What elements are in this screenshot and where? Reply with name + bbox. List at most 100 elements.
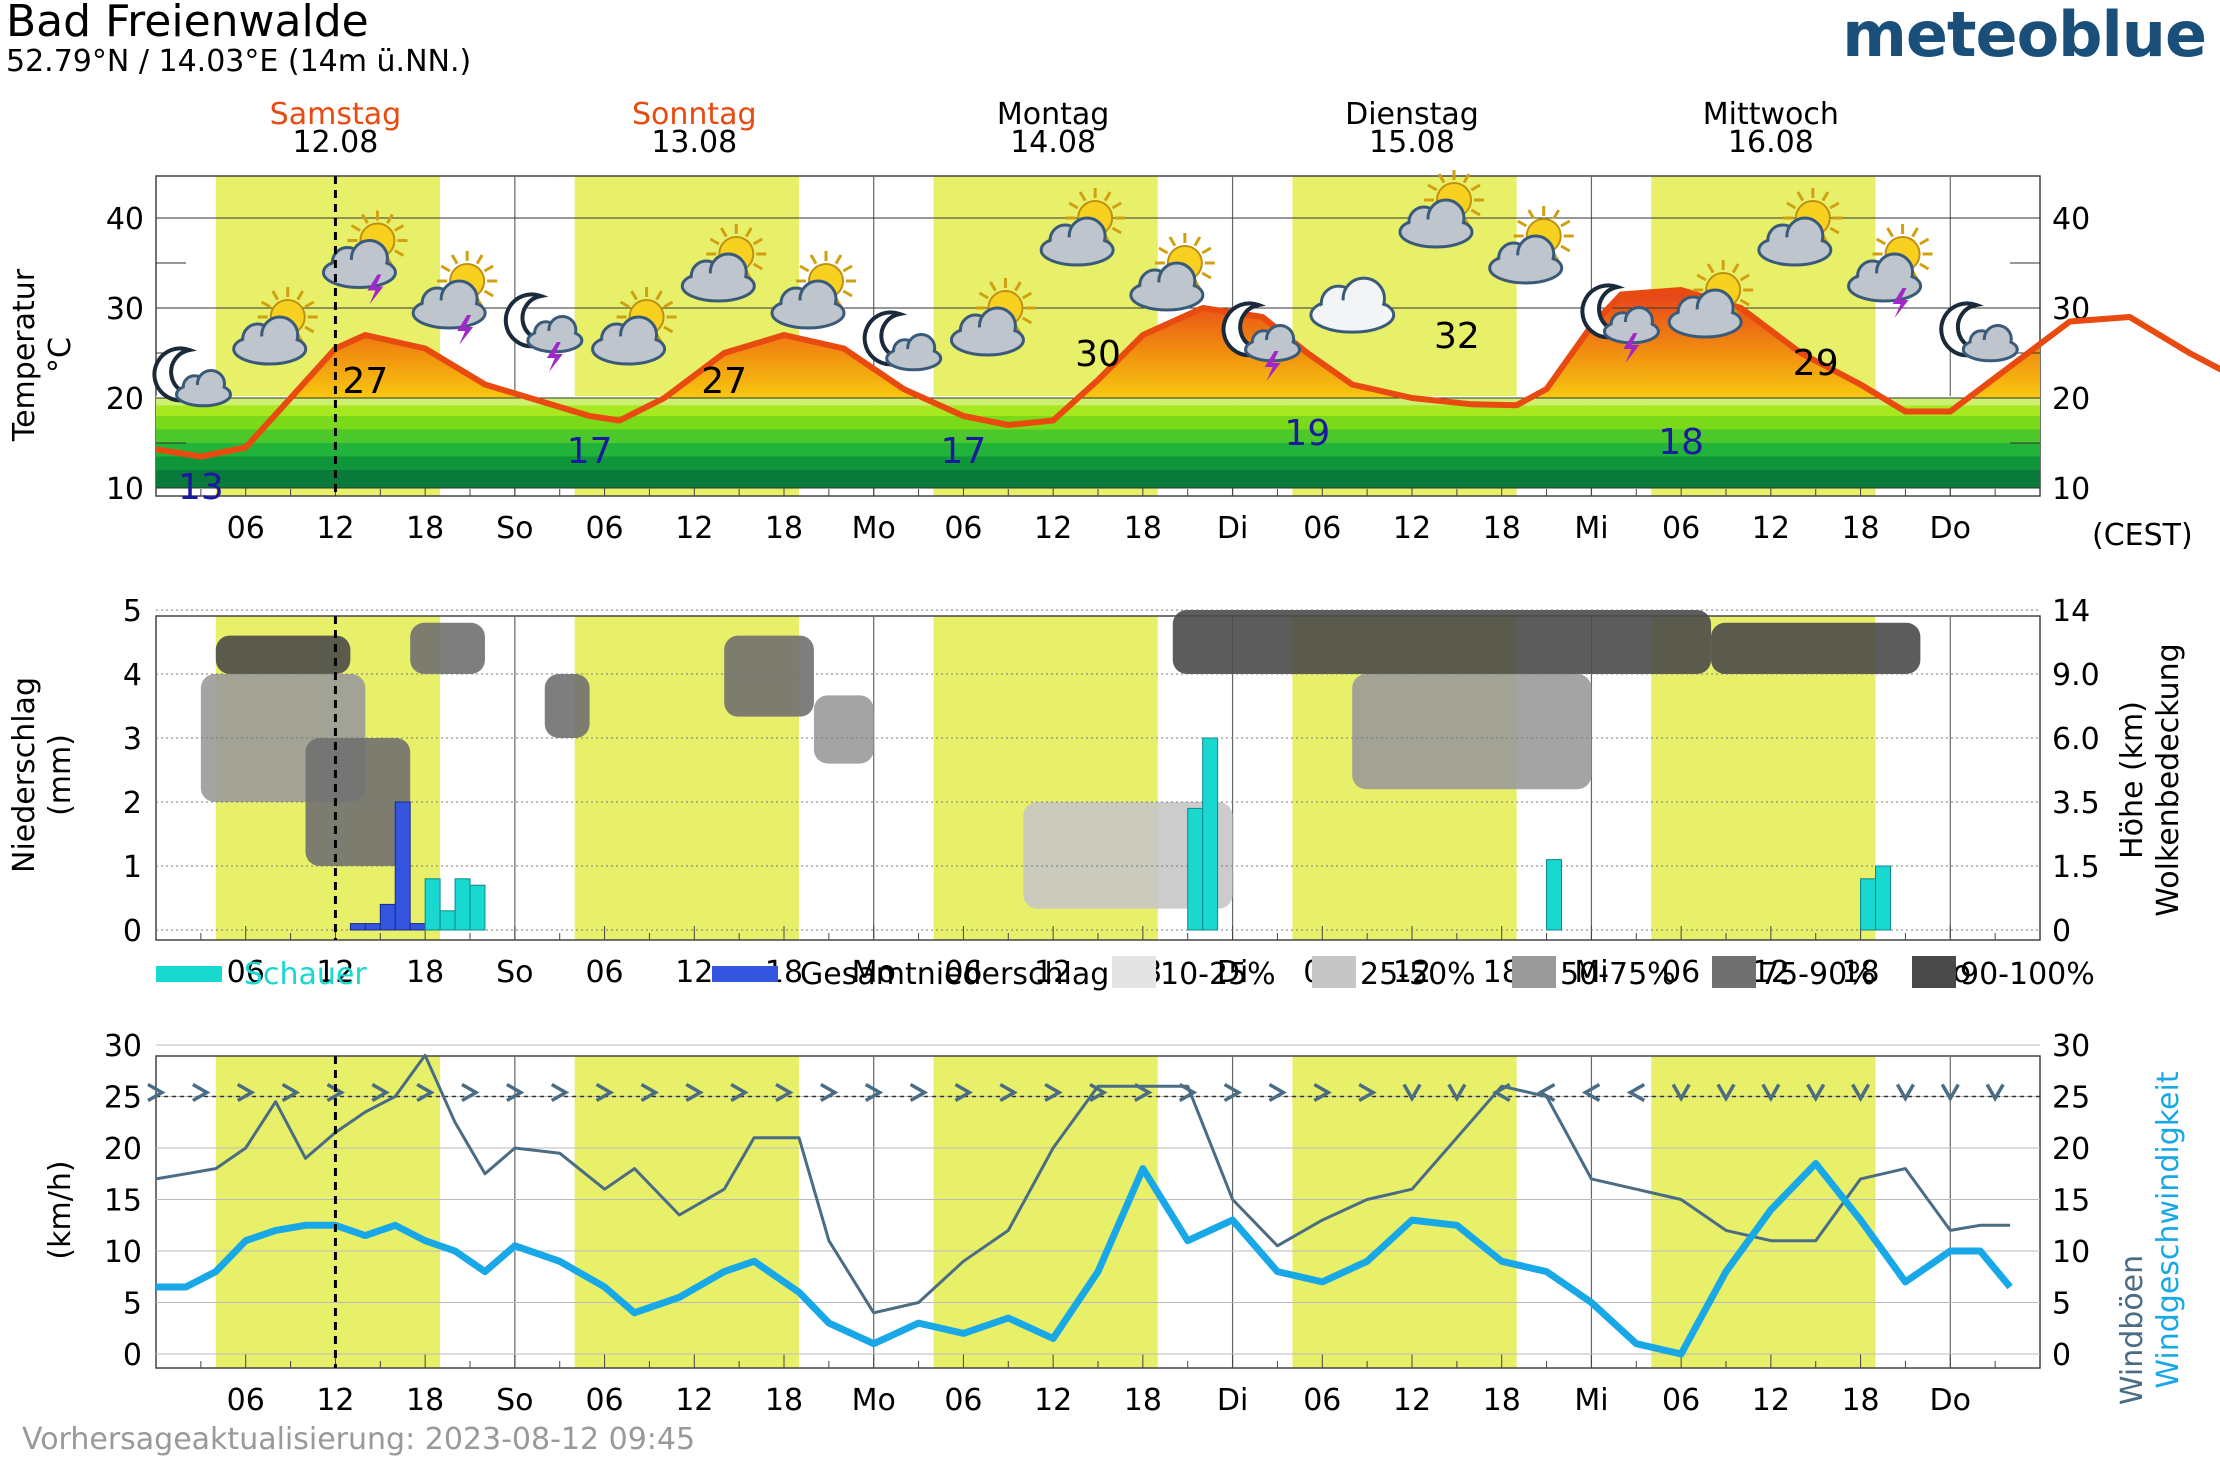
sun-cloud-icon	[1757, 188, 1843, 267]
wind-speed-axis-label: Windgeschwindigkeit	[2151, 1071, 2186, 1388]
x-tick-label: 06	[1303, 511, 1341, 546]
y-tick-label: 5	[123, 594, 142, 629]
precip-bar	[379, 903, 396, 931]
y-tick-label: 15	[104, 1184, 142, 1219]
x-tick-label: So	[496, 955, 533, 990]
x-tick-label: So	[496, 1383, 533, 1418]
cloud-shape	[770, 279, 846, 330]
y-tick-label: 25	[104, 1081, 142, 1116]
x-tick-label: Di	[1217, 1383, 1248, 1418]
y-tick-label: 30	[104, 1029, 142, 1064]
temperature-band	[156, 456, 2040, 470]
cloud-cover-patch	[724, 635, 814, 717]
cloud-cover-patch	[544, 674, 590, 738]
day-name-label: Samstag	[270, 97, 401, 132]
wind-direction-arrow	[326, 1082, 345, 1103]
location-title: Bad Freienwalde	[6, 0, 369, 47]
cloud-shape	[1602, 306, 1660, 345]
wind-direction-arrow	[550, 1082, 570, 1103]
x-tick-label: Do	[1930, 511, 1971, 546]
cloud-shape	[591, 315, 667, 366]
temperature-min-label: 17	[567, 431, 613, 472]
legend-swatch-cloud	[1712, 956, 1756, 988]
sun-cloud-icon	[232, 287, 318, 366]
wind-direction-arrow	[1492, 1082, 1511, 1103]
precip-bar	[349, 923, 366, 931]
gusts-axis-label: Windböen	[2115, 1255, 2150, 1405]
y-tick-label-right: 20	[2052, 1132, 2090, 1167]
sun-cloud-icon	[1129, 233, 1215, 312]
shower-bar	[1546, 859, 1563, 931]
x-tick-label: 18	[406, 1383, 444, 1418]
shower-bar	[454, 878, 471, 931]
shower-bar	[1202, 737, 1219, 931]
x-tick-label: 06	[227, 955, 265, 990]
x-tick-label: 12	[675, 511, 713, 546]
y-tick-label-right: 40	[2052, 202, 2090, 237]
height-axis-label: Höhe (km)	[2115, 701, 2150, 859]
precip-axis-unit: (mm)	[43, 734, 78, 816]
legend-label-cloud: 50-75%	[1560, 957, 1676, 992]
sun-cloud-thunder-icon	[321, 210, 408, 305]
coordinates-label: 52.79°N / 14.03°E (14m ü.NN.)	[6, 44, 472, 79]
wind-direction-arrow	[1044, 1082, 1063, 1103]
day-date-label: 12.08	[292, 125, 378, 160]
temperature-max-label: 27	[701, 361, 747, 402]
wind-direction-arrow	[1268, 1082, 1287, 1103]
moon-cloud-thunder-icon	[1221, 301, 1302, 381]
daylight-band	[215, 1056, 441, 1368]
cloud-cover-patch	[1023, 802, 1233, 909]
wind-direction-arrow	[864, 1082, 884, 1103]
wind-direction-arrow	[819, 1082, 839, 1103]
wind-direction-arrow	[909, 1082, 929, 1103]
temperature-band	[156, 405, 2040, 416]
precip-bar	[394, 801, 411, 931]
legend-swatch-cloud	[1912, 956, 1956, 988]
wind-direction-arrow	[1581, 1082, 1601, 1103]
precip-bar	[409, 923, 426, 931]
moon-cloud-icon	[862, 310, 943, 372]
wind-direction-arrow	[416, 1082, 435, 1103]
shower-bar	[439, 910, 456, 931]
wind-axis-label: (km/h)	[43, 1160, 78, 1259]
y-tick-label-right: 15	[2052, 1184, 2090, 1219]
wind-direction-arrow	[1447, 1083, 1467, 1103]
day-name-label: Montag	[997, 97, 1109, 132]
moon-cloud-thunder-icon	[503, 292, 584, 372]
precip-bar	[364, 923, 381, 931]
day-date-label: 16.08	[1728, 125, 1814, 160]
x-tick-label: 18	[1841, 955, 1879, 990]
wind-speed-line	[156, 1160, 2013, 1358]
x-tick-label: Di	[1217, 511, 1248, 546]
sun-cloud-icon	[949, 278, 1036, 357]
x-tick-label: 12	[1393, 955, 1431, 990]
wind-direction-arrow	[775, 1082, 794, 1103]
day-name-label: Dienstag	[1345, 97, 1479, 132]
wind-direction-arrow	[1537, 1082, 1556, 1103]
x-tick-label: 18	[406, 511, 444, 546]
x-tick-label: 12	[316, 1383, 354, 1418]
x-tick-label: 12	[1034, 955, 1072, 990]
x-tick-label: Mi	[1574, 1383, 1608, 1418]
wind-direction-arrow	[685, 1082, 704, 1103]
legend-label-precip: Gesamtniederschlag	[800, 957, 1109, 992]
cloud-shape	[232, 315, 308, 366]
cloud-shape	[680, 252, 756, 303]
wind-direction-arrow	[1716, 1083, 1736, 1103]
y-tick-label: 0	[123, 1338, 142, 1373]
x-tick-label: 06	[1303, 1383, 1341, 1418]
cloud-icon	[1309, 276, 1396, 334]
day-name-label: Mittwoch	[1703, 97, 1839, 132]
y-tick-label-right: 5	[2052, 1287, 2071, 1322]
x-tick-label: 06	[585, 955, 623, 990]
wind-direction-arrow	[1851, 1083, 1871, 1103]
x-tick-label: 18	[765, 1383, 803, 1418]
temperature-max-label: 32	[1434, 316, 1480, 357]
x-tick-label: 12	[1393, 1383, 1431, 1418]
wind-direction-arrow	[1358, 1082, 1377, 1103]
wind-direction-arrow	[640, 1082, 659, 1103]
wind-direction-arrow	[954, 1082, 973, 1103]
cloud-cover-patch	[215, 635, 351, 674]
x-tick-label: 06	[944, 1383, 982, 1418]
x-tick-label: 12	[1034, 1383, 1072, 1418]
